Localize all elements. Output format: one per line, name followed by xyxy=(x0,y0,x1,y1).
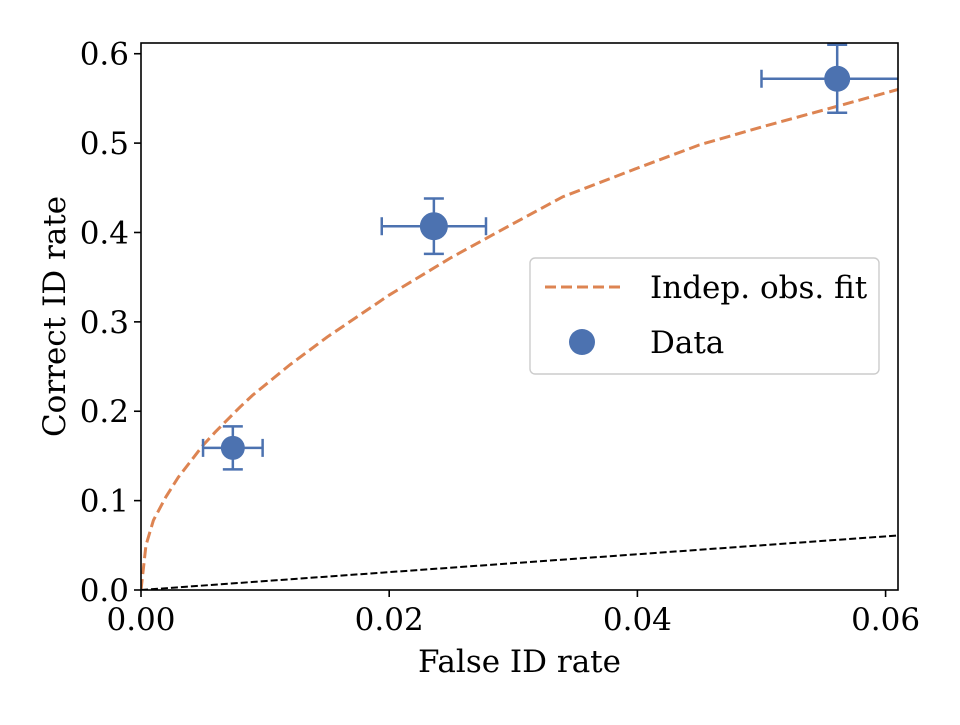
x-tick-label: 0.06 xyxy=(851,602,920,638)
legend: Indep. obs. fit Data xyxy=(529,257,880,375)
legend-data-swatch xyxy=(569,329,595,355)
data-point-2 xyxy=(380,197,488,256)
data-marker xyxy=(824,65,851,92)
y-tick-label: 0.1 xyxy=(80,484,129,520)
y-tick-label: 0.4 xyxy=(80,215,129,251)
data-marker xyxy=(220,435,245,460)
legend-fit-label: Indep. obs. fit xyxy=(650,270,868,306)
y-tick-label: 0.3 xyxy=(80,305,129,341)
x-tick-label: 0.04 xyxy=(603,602,672,638)
x-tick-label: 0.00 xyxy=(106,602,175,638)
y-tick-label: 0.6 xyxy=(80,37,129,73)
fit-curve-line xyxy=(141,88,898,590)
data-points xyxy=(201,43,898,471)
legend-data-label: Data xyxy=(650,325,724,361)
y-axis-label: Correct ID rate xyxy=(37,196,73,437)
data-point-1 xyxy=(201,425,264,471)
series-lines xyxy=(141,88,898,590)
y-tick-label: 0.2 xyxy=(80,394,129,430)
data-marker xyxy=(419,212,448,241)
plot-frame xyxy=(140,42,899,591)
x-axis-label: False ID rate xyxy=(418,644,621,680)
y-tick-label: 0.5 xyxy=(80,126,129,162)
data-point-3 xyxy=(760,43,898,114)
y-tick-label: 0.0 xyxy=(80,573,129,609)
reference-line xyxy=(141,534,898,590)
x-tick-label: 0.02 xyxy=(355,602,424,638)
